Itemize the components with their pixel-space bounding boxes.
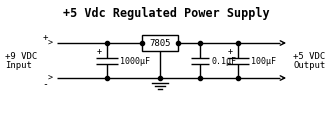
Bar (142, 35, 178, 51)
Text: Input: Input (5, 61, 32, 70)
Text: 1000μF: 1000μF (120, 57, 150, 66)
Text: +: + (42, 33, 48, 42)
Text: Output: Output (293, 61, 325, 70)
Text: +5 VDC: +5 VDC (293, 52, 325, 61)
Text: -: - (42, 79, 48, 89)
Text: 7805: 7805 (149, 39, 171, 47)
Text: 100μF: 100μF (251, 57, 276, 66)
Text: +5 Vdc Regulated Power Supply: +5 Vdc Regulated Power Supply (63, 7, 269, 20)
Text: +: + (97, 47, 102, 56)
Text: +: + (228, 47, 233, 56)
Text: >: > (48, 73, 53, 83)
Text: >: > (48, 39, 53, 47)
Text: +9 VDC: +9 VDC (5, 52, 37, 61)
Text: 0.1μF: 0.1μF (211, 57, 236, 66)
